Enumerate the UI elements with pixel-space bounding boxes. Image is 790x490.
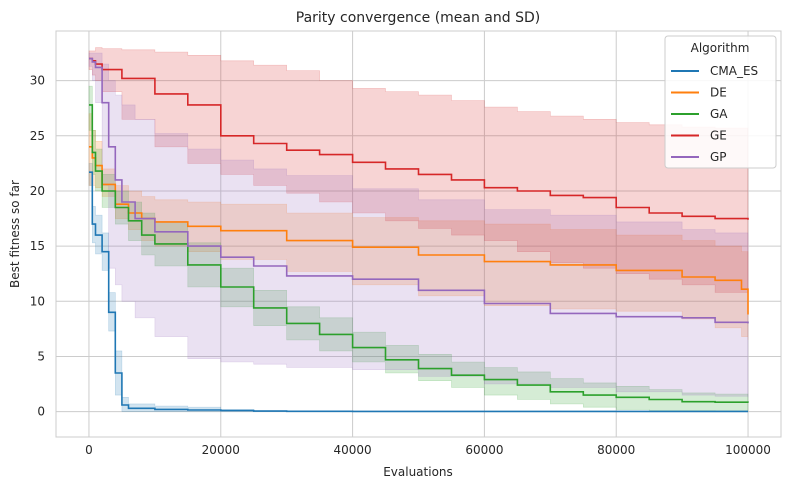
legend: Algorithm CMA_ES DE GA GE GP (664, 35, 777, 169)
legend-label-ga: GA (710, 107, 728, 121)
y-axis-label: Best fitness so far (8, 180, 22, 288)
legend-title: Algorithm (691, 41, 750, 55)
chart-title: Parity convergence (mean and SD) (296, 10, 540, 26)
x-tick-label: 60000 (465, 443, 503, 457)
x-tick-label: 80000 (597, 443, 635, 457)
x-tick-label: 20000 (202, 443, 240, 457)
mean-lines (89, 57, 749, 413)
x-ticks: 0 20000 40000 60000 80000 100000 (85, 443, 771, 457)
legend-label-ge: GE (710, 129, 727, 143)
y-tick-label: 5 (37, 349, 45, 363)
legend-label-cma-es: CMA_ES (710, 64, 758, 78)
legend-label-gp: GP (710, 150, 727, 164)
mean-line-cma-es (89, 171, 748, 413)
mean-line-ga (89, 104, 749, 403)
y-tick-label: 20 (30, 184, 45, 198)
mean-line-de (89, 146, 749, 315)
sd-band-gp (88, 52, 749, 398)
y-tick-label: 15 (30, 239, 45, 253)
legend-items: CMA_ES DE GA GE GP (671, 64, 758, 164)
mean-line-gp (89, 57, 749, 324)
x-tick-label: 0 (85, 443, 93, 457)
x-axis-label: Evaluations (383, 465, 453, 479)
plot-frame (55, 30, 782, 438)
y-tick-label: 10 (30, 294, 45, 308)
x-tick-label: 100000 (725, 443, 771, 457)
y-tick-label: 25 (30, 129, 45, 143)
x-tick-label: 40000 (333, 443, 371, 457)
y-tick-label: 0 (37, 405, 45, 419)
y-ticks: 0 5 10 15 20 25 30 (30, 74, 45, 419)
mean-line-ge (89, 57, 749, 220)
legend-label-de: DE (710, 86, 727, 100)
y-tick-label: 30 (30, 74, 45, 88)
legend-box (664, 35, 777, 169)
